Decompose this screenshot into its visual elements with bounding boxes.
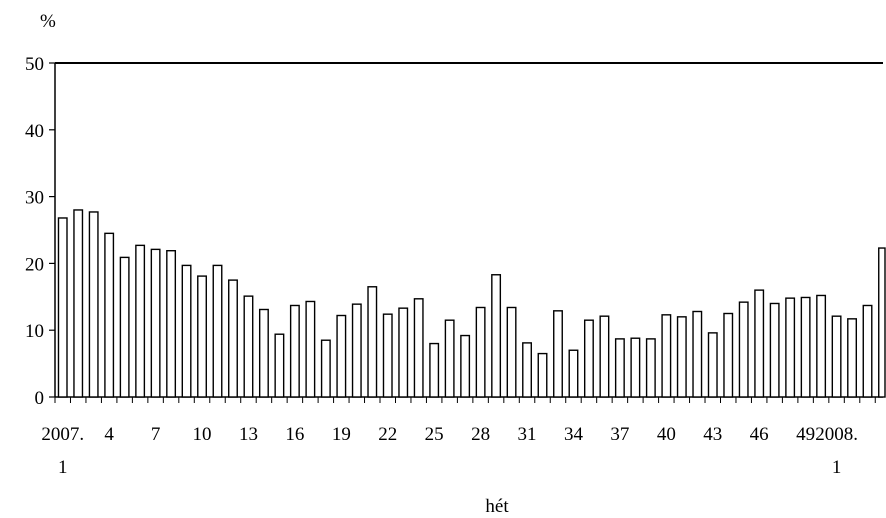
y-ticks: 0 10 20 30 40 50	[25, 54, 55, 409]
bar	[878, 247, 886, 398]
bar	[429, 342, 440, 398]
bar	[57, 217, 68, 398]
bar	[645, 338, 656, 398]
bar	[862, 304, 873, 398]
bar	[305, 300, 316, 398]
bar	[599, 315, 610, 398]
bar	[723, 312, 734, 398]
bar	[274, 333, 285, 398]
x-tick-label: 37	[610, 424, 629, 445]
x-tick-label: 2008.	[815, 424, 858, 445]
bar	[769, 302, 780, 398]
bar	[785, 297, 796, 398]
bar	[661, 314, 672, 398]
bar	[831, 315, 842, 398]
x-tick-label: 25	[425, 424, 444, 445]
bar	[800, 296, 811, 398]
y-tick-label: 50	[25, 54, 44, 75]
x-ticks: 2007. 1 4 7 10 13 16 19 22 25 28 31 34 37 40 43 46 49 2008…	[41, 397, 876, 478]
y-tick-label: 10	[25, 321, 44, 342]
y-axis-label: %	[40, 11, 56, 32]
x-tick-label: 46	[750, 424, 769, 445]
bar	[568, 349, 579, 398]
bar	[135, 244, 146, 398]
bars	[57, 209, 886, 398]
bar	[398, 307, 409, 398]
bar	[816, 294, 827, 398]
x-tick-label: 28	[471, 424, 490, 445]
bar	[119, 256, 130, 398]
bar	[150, 248, 161, 398]
x-tick-label: 19	[332, 424, 351, 445]
bar	[73, 209, 84, 398]
bar	[692, 310, 703, 398]
y-tick-label: 30	[25, 188, 44, 209]
bar	[491, 274, 502, 398]
x-tick-label-line2: 1	[832, 457, 842, 478]
x-tick-label: 7	[151, 424, 161, 445]
x-tick-label: 22	[378, 424, 397, 445]
x-tick-label: 40	[657, 424, 676, 445]
bar	[630, 337, 641, 398]
bar	[413, 298, 424, 398]
bar	[506, 306, 517, 398]
bar	[104, 232, 115, 398]
bar	[367, 286, 378, 398]
bar	[212, 264, 223, 398]
bar	[243, 295, 254, 398]
bar	[553, 310, 563, 398]
x-axis-label: hét	[485, 496, 509, 517]
bar	[847, 318, 858, 398]
x-tick-label-line2: 1	[58, 457, 68, 478]
bar	[475, 306, 486, 398]
bar	[197, 275, 207, 398]
bar	[738, 301, 749, 398]
bar	[351, 303, 362, 398]
bar	[88, 211, 99, 398]
bar	[166, 250, 177, 398]
x-tick-label: 16	[285, 424, 304, 445]
bar	[676, 316, 687, 398]
x-tick-label: 31	[518, 424, 537, 445]
bar	[537, 352, 548, 398]
x-tick-label: 10	[193, 424, 212, 445]
x-tick-label: 49	[796, 424, 815, 445]
bar	[289, 304, 300, 398]
bar	[228, 279, 238, 398]
bar	[522, 342, 532, 398]
bar	[320, 339, 331, 398]
bar	[707, 332, 718, 398]
bar	[258, 308, 269, 398]
bar	[444, 319, 455, 398]
x-tick-label: 13	[239, 424, 258, 445]
y-tick-label: 40	[25, 121, 44, 142]
x-tick-label: 34	[564, 424, 584, 445]
bar	[382, 313, 393, 398]
y-tick-label: 0	[35, 388, 45, 409]
bar	[336, 314, 347, 398]
bar	[583, 319, 594, 398]
y-tick-label: 20	[25, 254, 44, 275]
bar	[754, 289, 765, 398]
bar	[460, 334, 471, 398]
x-tick-label: 4	[104, 424, 114, 445]
bar	[181, 264, 192, 398]
x-tick-label: 2007.	[41, 424, 84, 445]
x-tick-label: 43	[703, 424, 722, 445]
bar	[614, 338, 625, 398]
